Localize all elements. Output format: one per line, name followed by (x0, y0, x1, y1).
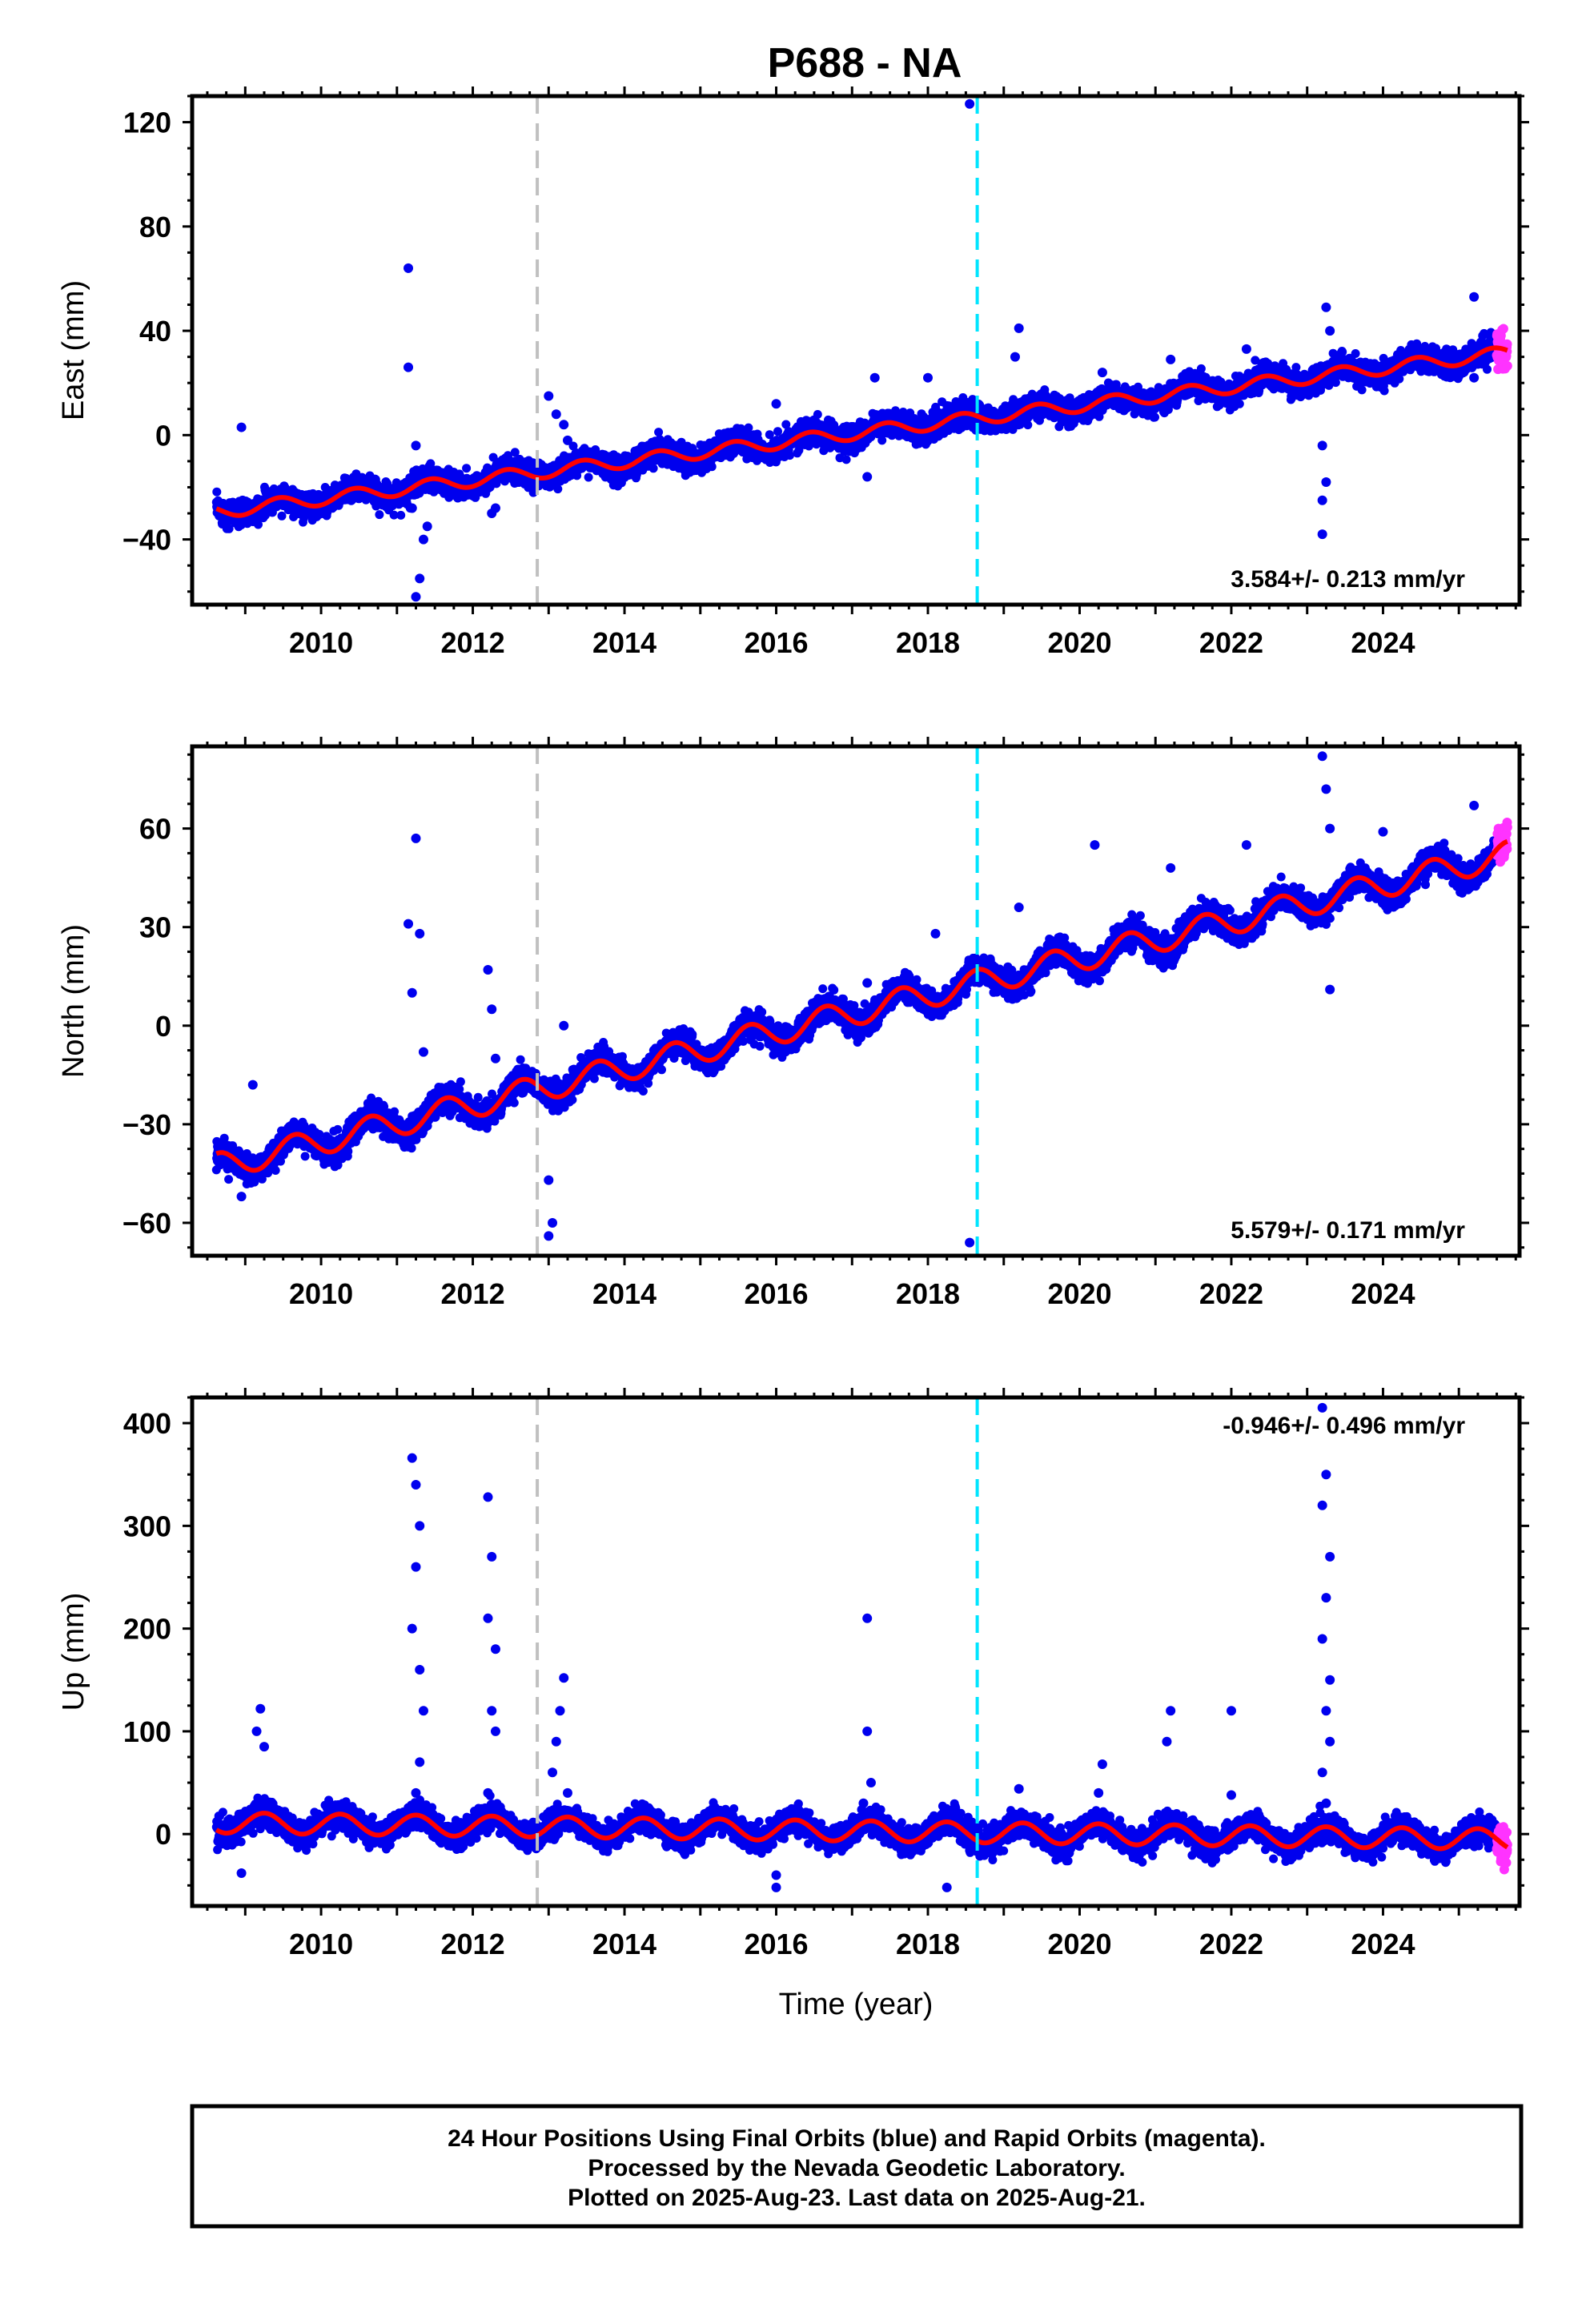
data-point (224, 524, 234, 533)
data-point (841, 455, 851, 464)
data-point (813, 410, 822, 419)
data-point (785, 451, 794, 460)
data-point (568, 441, 578, 451)
data-point (1196, 364, 1206, 373)
data-point (396, 510, 406, 520)
data-point (744, 423, 753, 432)
plot-area (211, 99, 1512, 602)
data-point (277, 511, 287, 521)
data-point (462, 464, 472, 473)
data-point (510, 448, 520, 457)
data-point (212, 487, 222, 497)
data-point (389, 510, 399, 520)
east-panel: 2010 2012 2014 2016 2018 2020 2022 2024−4004080… (57, 86, 1529, 659)
data-point (648, 464, 658, 473)
final-orbit-points (211, 99, 1501, 602)
data-point (584, 472, 593, 482)
data-point (773, 427, 782, 436)
chart-title: P688 - NA (768, 40, 962, 86)
data-point (1235, 399, 1244, 408)
data-point (426, 459, 436, 468)
data-point (254, 520, 263, 529)
data-point (553, 485, 563, 494)
data-point (707, 462, 717, 472)
data-point (654, 428, 664, 437)
data-point (375, 510, 384, 520)
data-point (1150, 412, 1159, 422)
